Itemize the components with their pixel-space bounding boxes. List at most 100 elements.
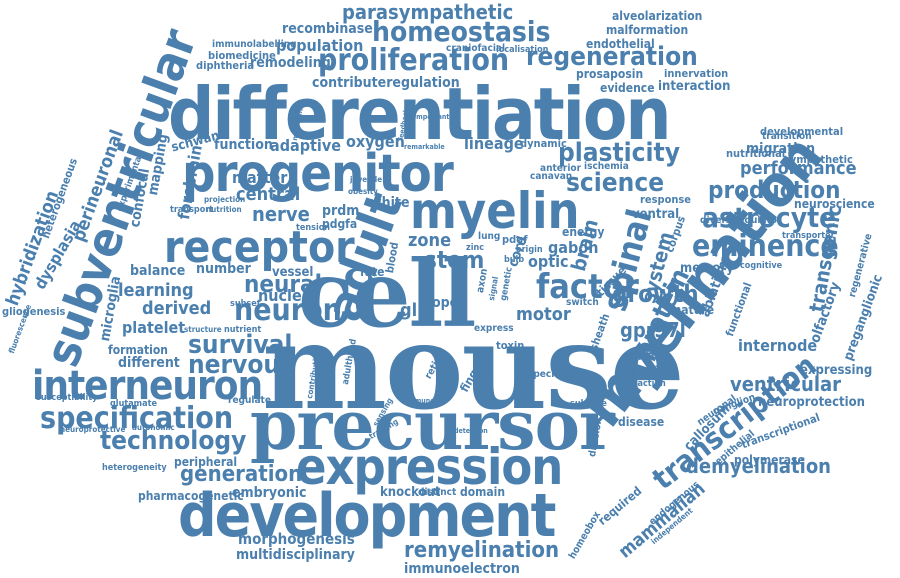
word-homeostasis: homeostasis [372, 15, 551, 48]
word-mouse: mouse [262, 297, 685, 436]
word-zone: zone [408, 230, 452, 251]
word-interneuron: interneuron [32, 363, 263, 409]
word-domain: domain [460, 485, 506, 499]
word-memory: memory [680, 261, 734, 276]
word-heterogeneity: heterogeneity [102, 463, 167, 473]
word-disease: disease [618, 415, 665, 429]
word-express: express [474, 323, 514, 334]
word-morphogenesis: morphogenesis [238, 530, 355, 548]
word-gpr37l: gpr37l [620, 318, 686, 342]
word-development: development [178, 481, 556, 551]
word-regeneration: regeneration [526, 42, 698, 72]
word-formation: formation [108, 343, 168, 357]
word-parasympathetic: parasympathetic [342, 0, 514, 24]
word-zinc: zinc [466, 243, 485, 253]
word-prdm: prdm [322, 203, 360, 219]
word-survival: survival [188, 330, 293, 360]
word-prosaposin: prosaposin [576, 67, 644, 81]
word-specific: specific [528, 369, 567, 380]
word-stability: stability [562, 345, 592, 353]
word-control: control [624, 349, 668, 363]
word-technology: technology [100, 426, 247, 456]
word-stem: stem [424, 246, 485, 274]
word-neuron: neuron [234, 293, 342, 328]
word-sympathetic: sympathetic [784, 153, 853, 166]
word-derived: derived [142, 298, 212, 319]
word-science: science [566, 168, 665, 198]
word-central: central [236, 184, 301, 205]
word-biomedicine: biomedicine [208, 49, 276, 62]
word-homeobox: homeobox [567, 509, 603, 561]
word-neural: neural [244, 270, 323, 298]
word-proliferation: proliferation [318, 43, 510, 78]
word-hypoxia: hypoxia [624, 365, 664, 376]
word-switch: switch [566, 297, 599, 308]
word-nerve: nerve [252, 202, 310, 226]
word-adaptive: adaptive [270, 136, 341, 155]
word-pharmacogenetic: pharmacogenetic [138, 489, 244, 503]
word-precursor: precursor [250, 386, 615, 466]
word-glia: glia [400, 300, 434, 321]
word-gliogenesis: gliogenesis [2, 305, 66, 318]
word-matter: matter [232, 168, 288, 187]
word-demyelination: demyelination [686, 454, 831, 478]
word-progenitor: progenitor [182, 144, 454, 204]
word-innervation: innervation [664, 67, 729, 80]
word-evidence: evidence [600, 81, 655, 95]
word-internode: internode [738, 336, 818, 355]
word-distinct: distinct [418, 487, 457, 498]
word-tension: tension [296, 223, 331, 233]
word-autonomic: autonomic [132, 423, 175, 432]
word-alveolarization: alveolarization [612, 9, 703, 23]
word-remyelination: remyelination [404, 538, 560, 563]
word-diversity: diversity [700, 215, 745, 226]
word-craniofacial: craniofacial [446, 43, 506, 54]
word-important: important [414, 113, 450, 121]
word-optic: optic [528, 252, 569, 271]
word-lung: lung [478, 231, 501, 242]
word-origin: origin [516, 245, 543, 255]
word-neuroprotective: neuroprotective [60, 425, 126, 434]
word-susceptibility: susceptibility [36, 393, 98, 403]
word-ischemia: ischemia [584, 161, 629, 172]
word-platelet: platelet [122, 318, 186, 337]
word-transport: transport [170, 205, 214, 215]
word-vessel: vessel [272, 265, 314, 280]
word-white: white [370, 195, 410, 211]
word-gabon: gabon [548, 238, 599, 257]
word-anterior: anterior [540, 163, 582, 174]
word-glutamate: glutamate [110, 399, 157, 409]
word-immunolabelling: immunolabelling [212, 39, 297, 50]
word-transporter: transporter [782, 231, 835, 241]
word-juvenile: juvenile [350, 175, 383, 184]
word-ventral: ventral [632, 207, 680, 222]
word-energy: energy [562, 225, 605, 239]
word-malformation: malformation [606, 23, 689, 37]
word-dynamic: dynamic [520, 137, 567, 150]
word-nutrient: nutrient [224, 325, 262, 335]
word-function: function [214, 137, 273, 153]
word-factor: factor [536, 267, 639, 307]
word-mature: mature [670, 303, 715, 317]
word-fate: fate [360, 265, 385, 279]
word-remarkable: remarkable [404, 143, 445, 151]
word-immune: immune [406, 397, 435, 405]
word-knockout: knockout [380, 485, 441, 500]
word-structure: structure [184, 325, 222, 334]
word-endothelial: endothelial [586, 37, 655, 51]
word-generation: generation [180, 462, 303, 487]
word-myelin: myelin [410, 182, 580, 240]
word-pdgf: pdgf [502, 233, 528, 246]
word-localisation: localisation [496, 45, 549, 55]
word-performance: performance [740, 158, 857, 179]
word-transition: transition [762, 131, 812, 142]
word-reaction: reaction [628, 379, 666, 389]
word-canavan: canavan [530, 171, 573, 182]
word-subtype: subtype [570, 399, 607, 409]
word-embryonic: embryonic [232, 485, 307, 501]
word-nervous: nervous [188, 350, 294, 380]
word-multidisciplinary: multidisciplinary [236, 547, 355, 563]
word-oxygen: oxygen [346, 132, 405, 151]
word-production: production [708, 176, 841, 204]
